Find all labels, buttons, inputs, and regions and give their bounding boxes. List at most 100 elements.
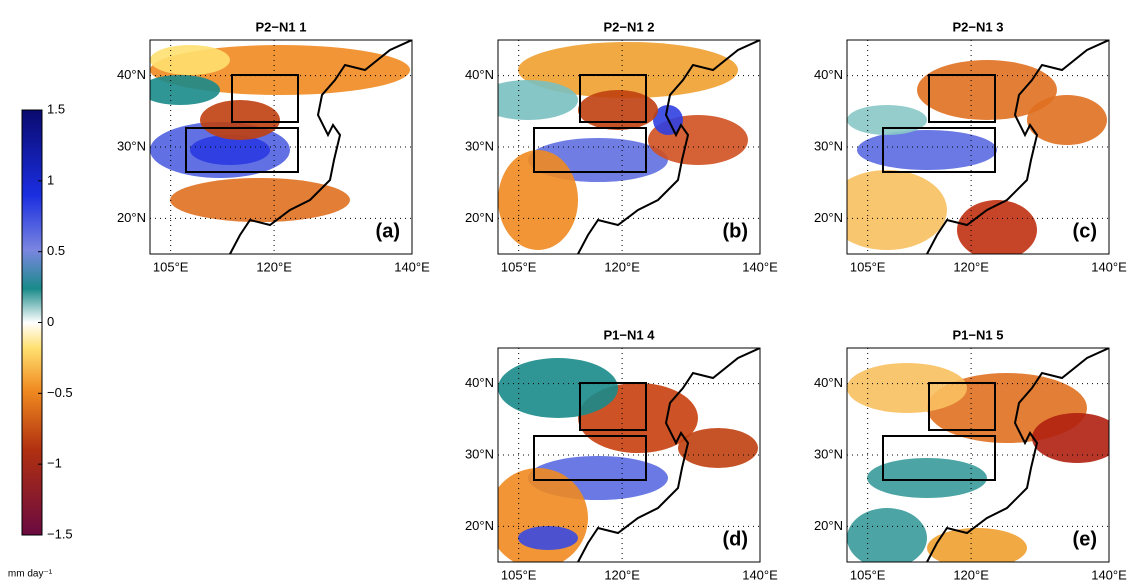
contour-shading [678,428,758,468]
y-tick-label: 20°N [465,518,494,533]
panel-title: P1−N1 5 [953,327,1004,342]
region-box [579,382,647,431]
map-panel: 105°E 120°E 140°E 20°N 30°N 40°N P1−N1 5 (e) [814,327,1127,582]
contour-shading [847,508,927,562]
contour-shading [847,170,947,250]
coastline [229,40,412,254]
region-box [882,127,996,173]
contour-shading [847,105,927,135]
y-tick-label: 30°N [814,138,843,153]
region-box [882,435,996,481]
map-panel: 105°E 120°E 140°E 20°N 30°N 40°N P2−N1 1 (a) [117,19,430,274]
x-tick-label: 105°E [153,259,189,274]
x-tick-label: 120°E [256,259,292,274]
contour-shading [1027,95,1107,145]
map-panel: 105°E 120°E 140°E 20°N 30°N 40°N P2−N1 2 (b) [465,19,778,274]
region-box [185,127,299,173]
y-tick-label: 20°N [814,210,843,225]
y-tick-label: 40°N [465,67,494,82]
region-box [928,74,996,123]
colorbar-tick-label: −1.5 [47,526,73,541]
region-box [533,435,647,481]
x-tick-label: 105°E [501,259,537,274]
y-tick-label: 40°N [465,375,494,390]
panel-label: (e) [1073,528,1097,550]
field [498,40,760,254]
contour-shading [857,130,997,170]
x-tick-label: 140°E [1091,567,1127,582]
contour-shading [957,200,1037,254]
field [150,40,412,254]
contour-shading [498,80,578,120]
frame [846,347,1110,563]
y-tick-label: 20°N [814,518,843,533]
contour-shading [498,358,618,418]
panel-label: (c) [1073,220,1097,242]
x-tick-label: 120°E [953,259,989,274]
x-tick-label: 140°E [394,259,430,274]
contour-shading [498,150,578,250]
y-tick-label: 20°N [465,210,494,225]
colorbar-tick-label: −0.5 [47,385,73,400]
contour-shading [578,90,658,130]
contour-shading [518,42,738,98]
coastline [577,40,760,254]
frame [497,39,761,255]
coastline [926,348,1109,562]
colorbar-tick-label: −1 [47,456,62,471]
field [498,348,760,562]
region-box [928,382,996,431]
contour-shading [1032,413,1109,463]
contour-shading [200,100,280,140]
field [847,348,1109,562]
contour-shading [518,526,578,550]
region-box [579,74,647,123]
y-tick-label: 30°N [465,446,494,461]
x-tick-label: 120°E [604,567,640,582]
contour-shading [190,135,270,165]
panel-label: (b) [722,220,748,242]
x-tick-label: 120°E [953,567,989,582]
panel-title: P2−N1 3 [953,19,1004,34]
y-tick-label: 30°N [465,138,494,153]
x-tick-label: 120°E [604,259,640,274]
x-tick-label: 105°E [850,567,886,582]
frame [497,347,761,563]
region-box [231,74,299,123]
contour-shading [927,528,1027,562]
frame [846,39,1110,255]
contour-shading [170,178,350,222]
panel-title: P2−N1 2 [604,19,655,34]
y-tick-label: 30°N [814,446,843,461]
contour-shading [867,458,987,498]
colorbar-tick-label: 0 [47,314,54,329]
x-tick-label: 105°E [501,567,537,582]
x-tick-label: 140°E [742,567,778,582]
panel-label: (a) [376,220,400,242]
coastline [577,348,760,562]
field [847,40,1109,254]
map-panel: 105°E 120°E 140°E 20°N 30°N 40°N P2−N1 3 (c) [814,19,1127,274]
contour-shading [150,75,220,105]
colorbar-tick-label: 1 [47,172,54,187]
colorbar-unit: mm day⁻¹ [8,569,53,580]
y-tick-label: 30°N [117,138,146,153]
panel-title: P1−N1 4 [604,327,656,342]
y-tick-label: 20°N [117,210,146,225]
region-box [533,127,647,173]
y-tick-label: 40°N [814,67,843,82]
contour-shading [150,45,230,75]
frame [149,39,413,255]
x-tick-label: 140°E [742,259,778,274]
panel-title: P2−N1 1 [256,19,307,34]
colorbar-tick-label: 0.5 [47,243,65,258]
map-panel: 105°E 120°E 140°E 20°N 30°N 40°N P1−N1 4 (d) [465,327,778,582]
coastline [926,40,1109,254]
colorbar-tick-label: 1.5 [47,101,65,116]
x-tick-label: 140°E [1091,259,1127,274]
panel-label: (d) [722,528,748,550]
x-tick-label: 105°E [850,259,886,274]
contour-shading [498,468,588,562]
y-tick-label: 40°N [814,375,843,390]
